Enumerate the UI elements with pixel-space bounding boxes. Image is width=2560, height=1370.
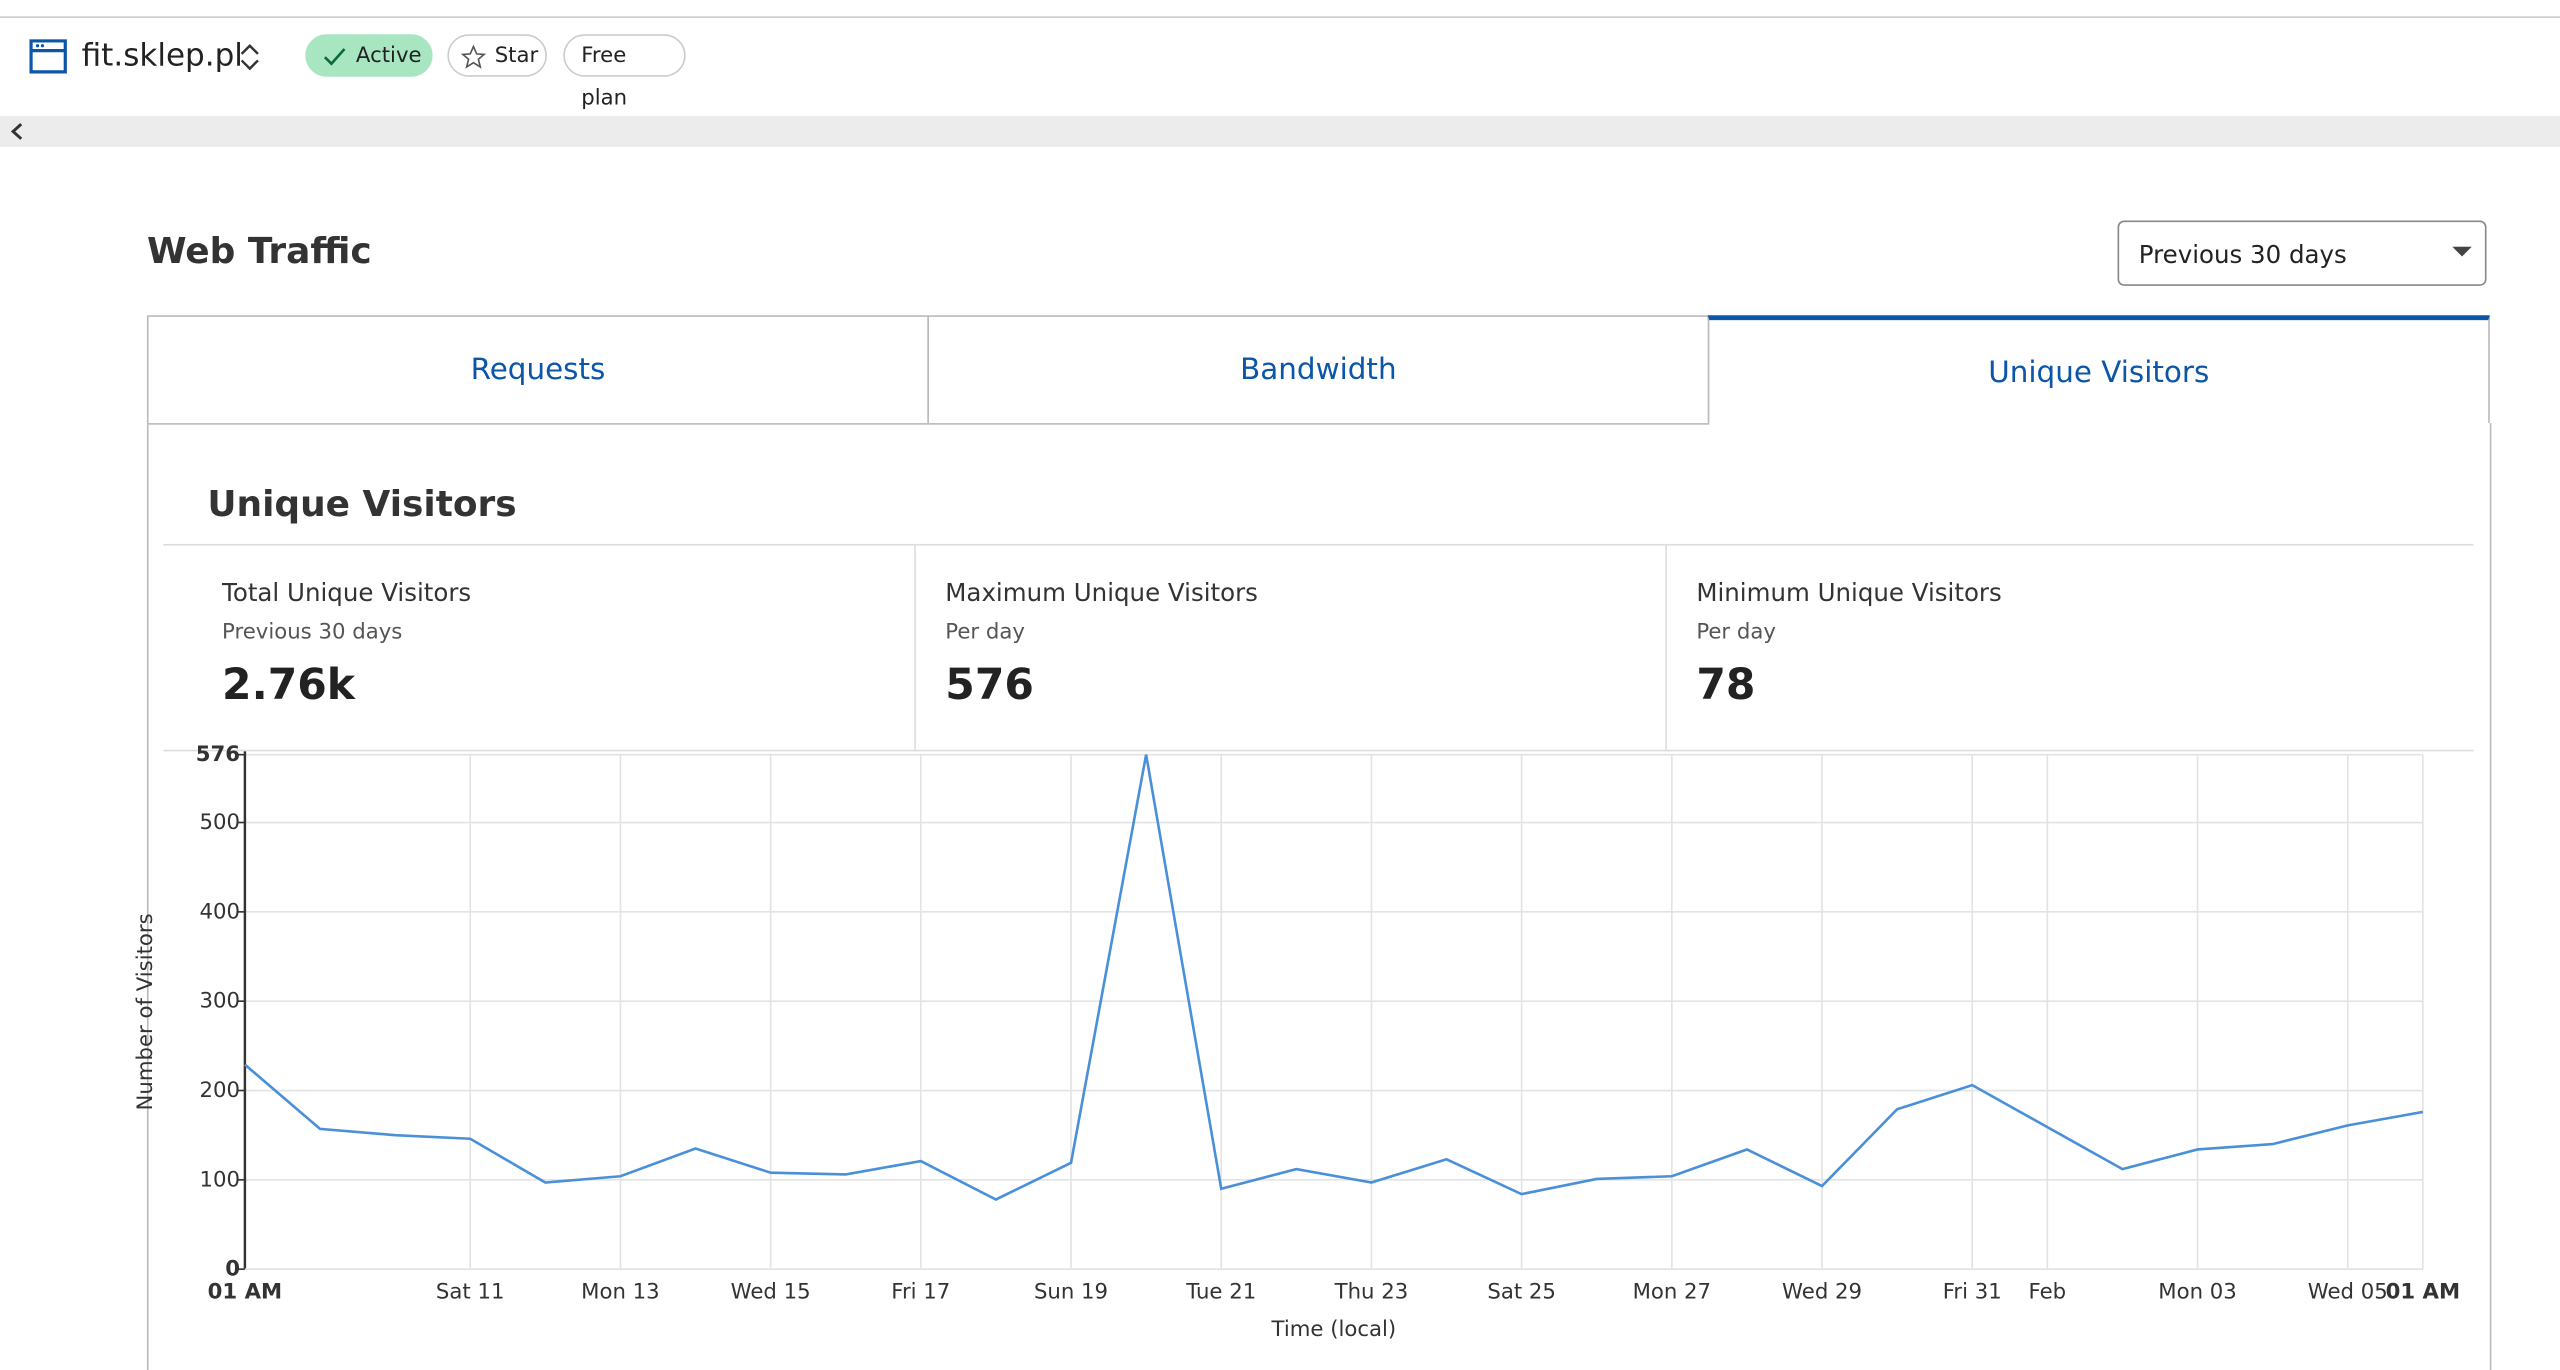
tab[interactable]: Bandwidth xyxy=(927,315,1710,425)
x-tick-label: Sat 11 xyxy=(436,1280,505,1305)
x-tick-label: Mon 13 xyxy=(581,1280,659,1305)
collapse-bar[interactable] xyxy=(0,115,2560,148)
x-tick-label: Tue 21 xyxy=(1185,1280,1256,1305)
panel xyxy=(146,423,2492,1370)
top-border xyxy=(0,16,2560,18)
section-title: Web Traffic xyxy=(146,231,372,273)
stat-card: Minimum Unique Visitors Per day 78 xyxy=(1665,543,2445,750)
x-tick-label: Fri 31 xyxy=(1943,1280,2002,1305)
plan-badge: Free plan xyxy=(563,34,686,111)
divider xyxy=(163,749,2474,752)
y-tick-label: 400 xyxy=(199,899,240,924)
y-axis-label: Number of Visitors xyxy=(133,913,158,1110)
x-tick-label: 01 AM xyxy=(2386,1280,2460,1305)
stat-sub: Previous 30 days xyxy=(222,620,403,646)
x-tick-label: Wed 15 xyxy=(731,1280,811,1305)
site-name: fit.sklep.pl xyxy=(81,37,243,74)
x-tick-label: Thu 23 xyxy=(1334,1280,1409,1305)
range-select[interactable]: Previous 30 days xyxy=(2117,220,2487,286)
x-tick-label: Feb xyxy=(2029,1280,2067,1305)
y-tick-label: 500 xyxy=(199,810,240,835)
check-icon xyxy=(323,48,346,66)
star-icon xyxy=(460,44,487,69)
tab[interactable]: Unique Visitors xyxy=(1707,315,2490,424)
x-tick-label: Fri 17 xyxy=(891,1280,950,1305)
panel-title: Unique Visitors xyxy=(207,485,517,526)
stat-label: Maximum Unique Visitors xyxy=(945,578,1258,608)
status-badge: Active xyxy=(305,34,433,77)
x-tick-label: Wed 29 xyxy=(1782,1280,1862,1305)
y-tick-label: 576 xyxy=(196,742,240,767)
x-tick-label: 01 AM xyxy=(208,1280,282,1305)
site-icon xyxy=(29,39,67,74)
site-switch[interactable] xyxy=(237,41,263,74)
chart: 0 100 200 300 400 500 576 01 AM Sat 11 Mon 13 Wed … xyxy=(133,742,2460,1342)
x-tick-label: Sun 19 xyxy=(1034,1280,1108,1305)
divider xyxy=(163,543,2474,546)
stat-value: 2.76k xyxy=(222,661,356,711)
stat-value: 78 xyxy=(1696,661,1756,711)
x-tick-label: Mon 27 xyxy=(1633,1280,1711,1305)
stat-card: Total Unique Visitors Previous 30 days 2.7… xyxy=(163,544,943,750)
stat-label: Total Unique Visitors xyxy=(222,578,472,608)
stat-sub: Per day xyxy=(945,620,1025,646)
dropdown-arrow xyxy=(2452,246,2472,257)
y-tick-label: 100 xyxy=(199,1167,240,1192)
x-tick-label: Mon 03 xyxy=(2158,1280,2236,1305)
stat-card: Maximum Unique Visitors Per day 576 xyxy=(914,543,1694,750)
x-tick-label: Sat 25 xyxy=(1487,1280,1556,1305)
collapse-icon[interactable] xyxy=(8,121,28,142)
stat-value: 576 xyxy=(945,661,1034,711)
line xyxy=(244,754,2424,1201)
stat-label: Minimum Unique Visitors xyxy=(1696,578,2002,608)
stat-sub: Per day xyxy=(1696,620,1776,646)
x-tick-label: Wed 05 xyxy=(2308,1280,2388,1305)
y-tick-label: 300 xyxy=(199,989,240,1014)
y-tick-label: 0 xyxy=(225,1257,240,1282)
tab[interactable]: Requests xyxy=(146,315,929,425)
star-button[interactable]: Star xyxy=(447,34,547,77)
y-tick-label: 200 xyxy=(199,1078,240,1103)
x-axis-label: Time (local) xyxy=(1271,1317,1397,1342)
